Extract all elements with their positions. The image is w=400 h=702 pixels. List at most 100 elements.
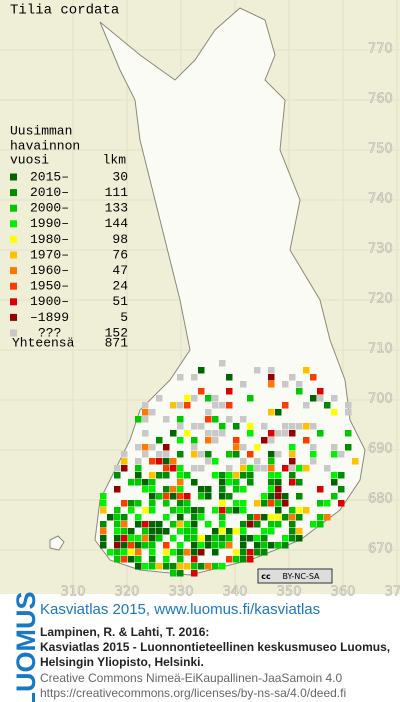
observation-cell bbox=[198, 542, 205, 549]
observation-cell bbox=[100, 493, 107, 500]
observation-cell bbox=[149, 493, 156, 500]
legend-label: 2000– bbox=[30, 201, 69, 216]
observation-cell bbox=[170, 430, 177, 437]
observation-cell bbox=[163, 514, 170, 521]
observation-cell bbox=[177, 563, 184, 570]
observation-cell bbox=[233, 549, 240, 556]
legend-heading: Uusimman bbox=[10, 123, 72, 138]
legend-count: 5 bbox=[120, 310, 128, 325]
legend-label: 1970– bbox=[30, 247, 69, 262]
observation-cell bbox=[261, 493, 268, 500]
observation-cell bbox=[177, 465, 184, 472]
observation-cell bbox=[142, 521, 149, 528]
observation-cell bbox=[261, 528, 268, 535]
observation-cell bbox=[177, 507, 184, 514]
observation-cell bbox=[170, 493, 177, 500]
observation-cell bbox=[212, 430, 219, 437]
observation-cell bbox=[296, 465, 303, 472]
legend-count: 133 bbox=[105, 201, 128, 216]
observation-cell bbox=[163, 458, 170, 465]
observation-cell bbox=[331, 472, 338, 479]
observation-cell bbox=[226, 451, 233, 458]
observation-cell bbox=[142, 451, 149, 458]
observation-cell bbox=[142, 535, 149, 542]
observation-cell bbox=[184, 472, 191, 479]
citation: Lampinen, R. & Lahti, T. 2016: bbox=[40, 625, 209, 639]
observation-cell bbox=[205, 521, 212, 528]
legend-swatch bbox=[10, 251, 17, 259]
observation-cell bbox=[268, 430, 275, 437]
observation-cell bbox=[184, 500, 191, 507]
observation-cell bbox=[135, 556, 142, 563]
observation-cell bbox=[240, 444, 247, 451]
observation-cell bbox=[240, 521, 247, 528]
observation-cell bbox=[184, 549, 191, 556]
observation-cell bbox=[240, 549, 247, 556]
observation-cell bbox=[191, 444, 198, 451]
observation-cell bbox=[135, 416, 142, 423]
observation-cell bbox=[184, 507, 191, 514]
observation-cell bbox=[268, 409, 275, 416]
legend-column: vuosi bbox=[10, 152, 49, 167]
citation: Kasviatlas 2015 - Luonnontieteellinen ke… bbox=[40, 640, 390, 654]
observation-cell bbox=[121, 458, 128, 465]
observation-cell bbox=[128, 500, 135, 507]
observation-cell bbox=[268, 528, 275, 535]
observation-cell bbox=[296, 381, 303, 388]
observation-cell bbox=[219, 514, 226, 521]
observation-cell bbox=[191, 514, 198, 521]
observation-cell bbox=[191, 521, 198, 528]
observation-cell bbox=[114, 472, 121, 479]
observation-cell bbox=[212, 395, 219, 402]
observation-cell bbox=[114, 542, 121, 549]
observation-cell bbox=[114, 556, 121, 563]
observation-cell bbox=[177, 528, 184, 535]
observation-cell bbox=[184, 528, 191, 535]
observation-cell bbox=[170, 458, 177, 465]
observation-cell bbox=[296, 514, 303, 521]
observation-cell bbox=[184, 535, 191, 542]
observation-cell bbox=[275, 486, 282, 493]
observation-cell bbox=[289, 423, 296, 430]
observation-cell bbox=[289, 451, 296, 458]
x-tick-label: 370 bbox=[385, 585, 400, 600]
observation-cell bbox=[254, 521, 261, 528]
observation-cell bbox=[135, 465, 142, 472]
island-outline bbox=[49, 535, 65, 551]
observation-cell bbox=[317, 514, 324, 521]
observation-cell bbox=[247, 423, 254, 430]
observation-cell bbox=[177, 570, 184, 577]
observation-cell bbox=[191, 395, 198, 402]
observation-cell bbox=[170, 507, 177, 514]
observation-cell bbox=[156, 493, 163, 500]
observation-cell bbox=[149, 549, 156, 556]
observation-cell bbox=[226, 542, 233, 549]
observation-cell bbox=[114, 514, 121, 521]
observation-cell bbox=[226, 374, 233, 381]
observation-cell bbox=[317, 430, 324, 437]
observation-cell bbox=[219, 472, 226, 479]
observation-cell bbox=[184, 395, 191, 402]
observation-cell bbox=[135, 542, 142, 549]
observation-cell bbox=[212, 402, 219, 409]
legend-swatch bbox=[10, 173, 17, 181]
observation-cell bbox=[254, 542, 261, 549]
observation-cell bbox=[240, 556, 247, 563]
observation-cell bbox=[135, 444, 142, 451]
observation-cell bbox=[282, 535, 289, 542]
observation-cell bbox=[191, 556, 198, 563]
observation-cell bbox=[275, 479, 282, 486]
observation-cell bbox=[282, 500, 289, 507]
x-tick-label: 350 bbox=[277, 585, 302, 600]
legend-label: 1950– bbox=[30, 279, 69, 294]
observation-cell bbox=[205, 437, 212, 444]
observation-cell bbox=[219, 402, 226, 409]
observation-cell bbox=[324, 402, 331, 409]
observation-cell bbox=[219, 521, 226, 528]
observation-cell bbox=[142, 563, 149, 570]
legend-label: 2010– bbox=[30, 185, 69, 200]
observation-cell bbox=[128, 528, 135, 535]
observation-cell bbox=[191, 549, 198, 556]
observation-cell bbox=[331, 395, 338, 402]
observation-cell bbox=[219, 563, 226, 570]
